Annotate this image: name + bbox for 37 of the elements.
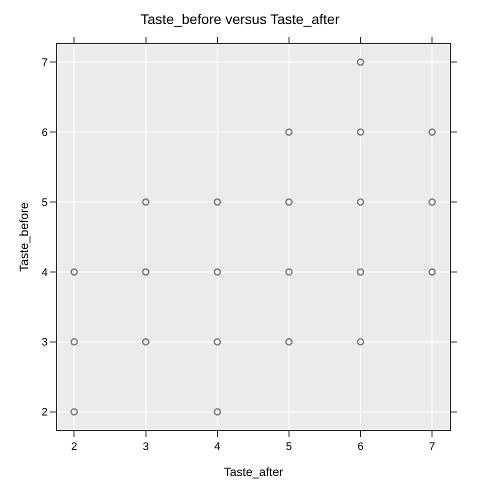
point (428, 198, 436, 206)
point (356, 198, 364, 206)
point (285, 268, 293, 276)
y-tick-label: 2 (42, 406, 48, 419)
y-tick-label: 7 (42, 57, 48, 70)
x-tick-label: 5 (286, 441, 292, 454)
point (70, 338, 78, 346)
point (214, 408, 222, 416)
y-axis-title: Taste_before (16, 202, 31, 272)
point (285, 128, 293, 136)
point (214, 338, 222, 346)
y-tick-label: 4 (42, 266, 48, 279)
y-tick-label: 3 (42, 336, 48, 349)
point (285, 198, 293, 206)
point (142, 268, 150, 276)
point (428, 268, 436, 276)
x-axis-title: Taste_after (224, 465, 284, 479)
point (70, 268, 78, 276)
point (142, 198, 150, 206)
point (356, 58, 364, 66)
x-tick-label: 6 (357, 441, 364, 454)
chart-title: Taste_before versus Taste_after (140, 11, 340, 28)
point (356, 128, 364, 136)
point (356, 338, 364, 346)
point (214, 198, 222, 206)
point (142, 338, 150, 346)
x-tick-label: 7 (429, 441, 436, 454)
y-tick-label: 5 (42, 196, 48, 209)
point (428, 128, 436, 136)
point (356, 268, 364, 276)
point (285, 338, 293, 346)
point (70, 408, 78, 416)
x-tick-label: 3 (142, 441, 149, 454)
y-tick-label: 6 (42, 126, 48, 139)
x-tick-label: 2 (71, 441, 78, 454)
x-tick-label: 4 (214, 441, 220, 454)
point (214, 268, 222, 276)
